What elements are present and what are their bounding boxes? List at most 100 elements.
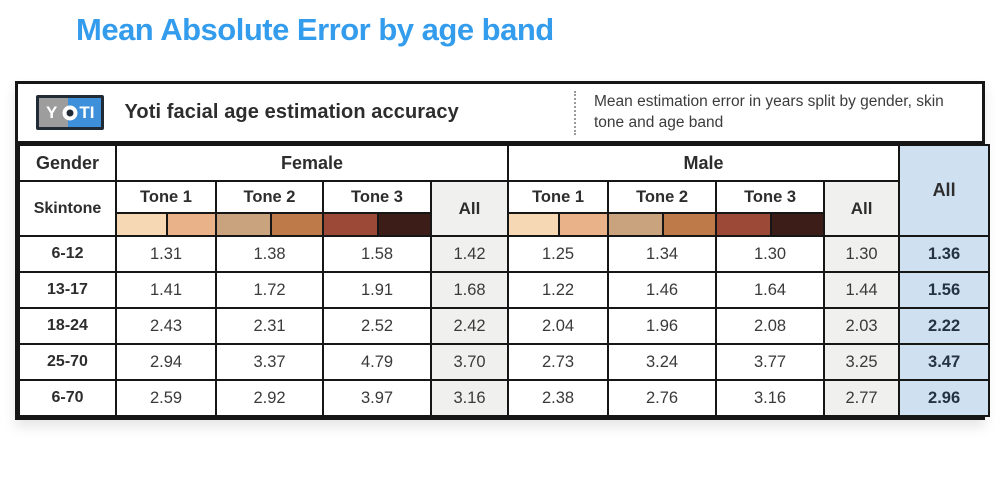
value-cell-male-tone1: 2.04 [507, 307, 610, 345]
gender-corner-label: Gender [18, 144, 117, 182]
accuracy-table: Gender Female Male All Skintone Tone 1 To… [18, 144, 991, 417]
value-cell-female-tone2: 2.31 [215, 307, 324, 345]
tone-label: Tone 2 [217, 182, 322, 214]
value-cell-female-all: 2.42 [429, 307, 510, 345]
skin-tone-swatches [217, 214, 322, 235]
value-cell-male-tone2: 1.96 [607, 307, 718, 345]
skin-tone-swatch [609, 214, 663, 235]
value-cell-overall-all: 1.56 [898, 271, 991, 309]
overall-all-header: All [898, 144, 991, 237]
value-cell-male-tone3: 3.77 [715, 343, 826, 381]
value-cell-overall-all: 2.96 [898, 379, 991, 417]
table-row-6-70: 6-70 2.59 2.92 3.97 3.16 2.38 2.76 3.16 2.77 2.96 [18, 379, 991, 417]
age-band-cell: 6-12 [18, 235, 117, 273]
value-cell-female-tone2: 1.72 [215, 271, 324, 309]
value-cell-female-tone3: 1.91 [322, 271, 432, 309]
tone-label: Tone 2 [609, 182, 716, 214]
tone-header-male-1: Tone 1 [507, 180, 610, 237]
tone-label: Tone 3 [717, 182, 824, 214]
value-cell-female-tone1: 1.41 [115, 271, 217, 309]
age-band-cell: 18-24 [18, 307, 117, 345]
card-header: Y TI Yoti facial age estimation accuracy… [18, 84, 982, 144]
value-cell-male-tone1: 1.25 [507, 235, 610, 273]
value-cell-overall-all: 2.22 [898, 307, 991, 345]
age-band-cell: 13-17 [18, 271, 117, 309]
gender-header-male: Male [507, 144, 901, 182]
table-row-25-70: 25-70 2.94 3.37 4.79 3.70 2.73 3.24 3.77 3.25 3.4… [18, 343, 991, 381]
value-cell-female-tone1: 2.43 [115, 307, 217, 345]
age-band-cell: 6-70 [18, 379, 117, 417]
yoti-logo: Y TI [36, 95, 105, 130]
value-cell-female-tone2: 1.38 [215, 235, 324, 273]
table-row-18-24: 18-24 2.43 2.31 2.52 2.42 2.04 1.96 2.08 2.03 2.2… [18, 307, 991, 345]
value-cell-male-all: 2.03 [823, 307, 901, 345]
value-cell-male-tone3: 3.16 [715, 379, 826, 417]
skintone-header-row: Skintone Tone 1 Tone 2 Tone 3 All Tone 1 Tone… [18, 180, 989, 237]
dotted-divider [574, 90, 576, 135]
card-title: Yoti facial age estimation accuracy [124, 101, 459, 123]
value-cell-female-tone3: 1.58 [322, 235, 432, 273]
value-cell-overall-all: 1.36 [898, 235, 991, 273]
value-cell-female-all: 1.68 [429, 271, 510, 309]
tone-header-female-3: Tone 3 [322, 180, 432, 237]
skin-tone-swatch [324, 214, 377, 235]
value-cell-male-tone2: 1.46 [607, 271, 718, 309]
tone-label: Tone 1 [117, 182, 215, 214]
skin-tone-swatch [269, 214, 322, 235]
yoti-logo-o-icon [62, 105, 78, 120]
value-cell-male-tone2: 1.34 [607, 235, 718, 273]
value-cell-male-tone2: 2.76 [607, 379, 718, 417]
value-cell-female-tone2: 3.37 [215, 343, 324, 381]
skin-tone-swatches [117, 214, 215, 235]
value-cell-male-all: 1.44 [823, 271, 901, 309]
tone-header-male-3: Tone 3 [715, 180, 826, 237]
gender-header-female: Female [114, 144, 510, 182]
table-row-6-12: 6-12 1.31 1.38 1.58 1.42 1.25 1.34 1.30 1.30 1.36 [18, 235, 991, 273]
value-cell-female-all: 3.16 [429, 379, 510, 417]
skin-tone-swatches [509, 214, 608, 235]
tone-header-female-1: Tone 1 [115, 180, 217, 237]
tone-label: Tone 3 [324, 182, 430, 214]
table-row-13-17: 13-17 1.41 1.72 1.91 1.68 1.22 1.46 1.64 1.44 1.5… [18, 271, 991, 309]
age-band-cell: 25-70 [18, 343, 117, 381]
value-cell-female-tone2: 2.92 [215, 379, 324, 417]
value-cell-male-tone3: 1.30 [715, 235, 826, 273]
card-subtitle: Mean estimation error in years split by … [594, 93, 944, 131]
skintone-corner-label: Skintone [18, 180, 117, 237]
all-header-female: All [429, 180, 510, 237]
value-cell-female-tone1: 2.94 [115, 343, 217, 381]
value-cell-overall-all: 3.47 [898, 343, 991, 381]
tone-header-male-2: Tone 2 [607, 180, 718, 237]
value-cell-male-tone1: 2.38 [507, 379, 610, 417]
value-cell-female-tone1: 1.31 [115, 235, 217, 273]
skin-tone-swatch [217, 214, 270, 235]
value-cell-female-all: 3.70 [429, 343, 510, 381]
skin-tone-swatch [770, 214, 824, 235]
skin-tone-swatch [662, 214, 716, 235]
skin-tone-swatch [166, 214, 215, 235]
skin-tone-swatch [117, 214, 166, 235]
value-cell-female-tone3: 3.97 [322, 379, 432, 417]
value-cell-male-all: 2.77 [823, 379, 901, 417]
accuracy-card: Y TI Yoti facial age estimation accuracy… [15, 81, 991, 420]
all-header-male: All [823, 180, 901, 237]
skin-tone-swatches [324, 214, 430, 235]
value-cell-female-tone1: 2.59 [115, 379, 217, 417]
value-cell-male-tone3: 2.08 [715, 307, 826, 345]
skin-tone-swatches [609, 214, 716, 235]
value-cell-male-all: 3.25 [823, 343, 901, 381]
value-cell-male-all: 1.30 [823, 235, 901, 273]
value-cell-female-all: 1.42 [429, 235, 510, 273]
skin-tone-swatch [377, 214, 430, 235]
page-title: Mean Absolute Error by age band [76, 12, 554, 47]
value-cell-male-tone1: 1.22 [507, 271, 610, 309]
skin-tone-swatch [509, 214, 559, 235]
skin-tone-swatch [717, 214, 771, 235]
value-cell-male-tone3: 1.64 [715, 271, 826, 309]
value-cell-male-tone2: 3.24 [607, 343, 718, 381]
skin-tone-swatch [558, 214, 608, 235]
tone-label: Tone 1 [509, 182, 608, 214]
tone-header-female-2: Tone 2 [215, 180, 324, 237]
skin-tone-swatches [717, 214, 824, 235]
value-cell-male-tone1: 2.73 [507, 343, 610, 381]
